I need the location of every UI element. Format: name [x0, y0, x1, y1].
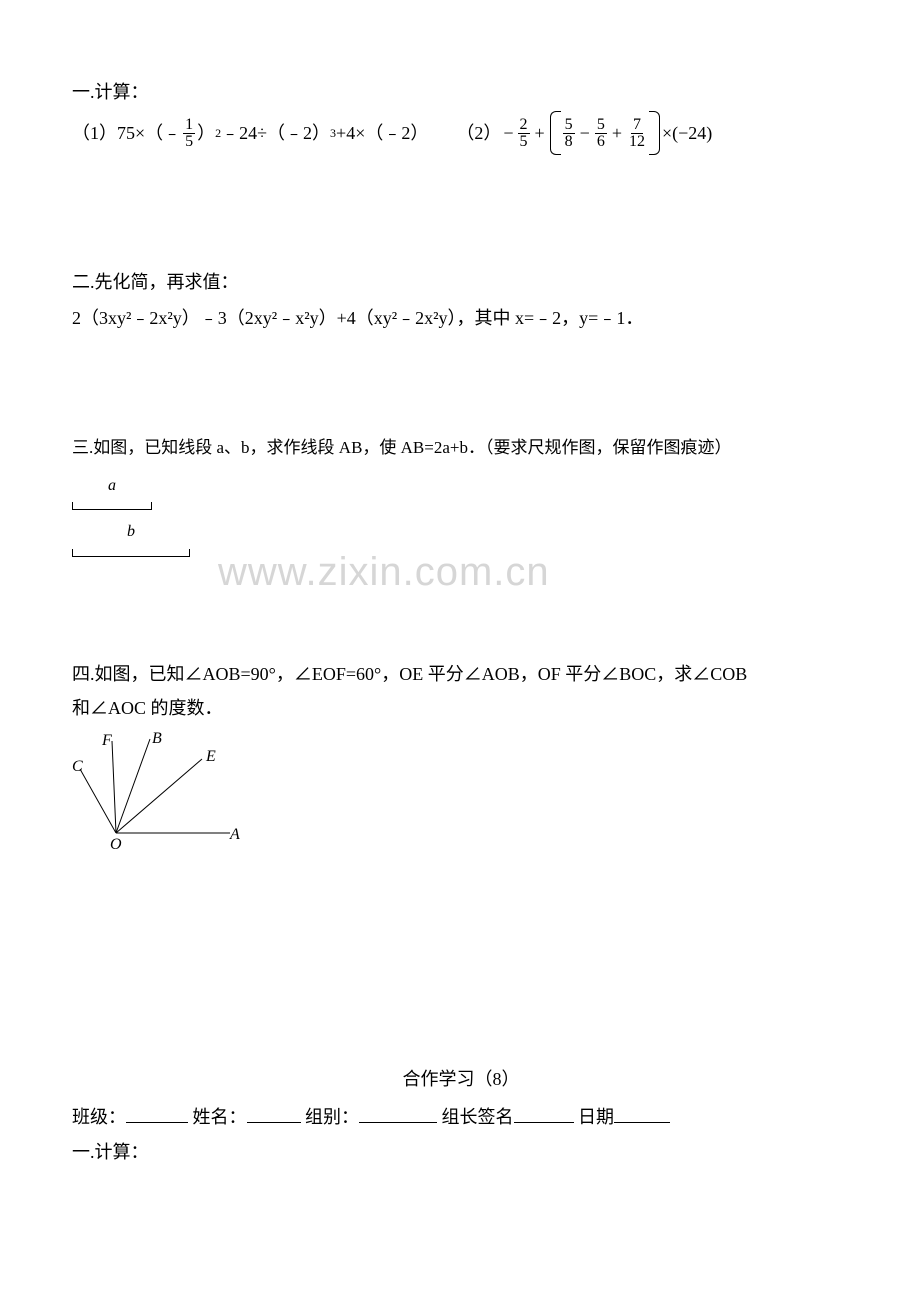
- group-field[interactable]: [359, 1104, 437, 1123]
- section1-problems: （1） 75×（﹣ 1 5 ） 2 ﹣24÷（﹣2） 3 +4×（﹣2） （2）…: [72, 111, 850, 155]
- label-C: C: [72, 758, 83, 775]
- date-field[interactable]: [614, 1104, 670, 1123]
- leader-label: 组长签名: [442, 1107, 514, 1127]
- segment-diagram: a b: [72, 472, 850, 557]
- frac-num: 5: [595, 117, 607, 134]
- p1-b: ）: [197, 116, 215, 150]
- label-A: A: [229, 826, 240, 843]
- label-E: E: [205, 748, 216, 765]
- frac-num: 1: [183, 117, 195, 134]
- label-B: B: [152, 731, 162, 747]
- p1-frac-1-5: 1 5: [183, 117, 195, 150]
- left-paren-icon: [550, 111, 561, 155]
- p1-label: （1）: [72, 116, 117, 150]
- footer-fields-row: 班级： 姓名： 组别： 组长签名 日期: [72, 1100, 850, 1134]
- leader-field[interactable]: [514, 1104, 574, 1123]
- section2-expression: 2（3xy²﹣2x²y）﹣3（2xy²﹣x²y）+4（xy²﹣2x²y），其中 …: [72, 301, 850, 335]
- frac-den: 5: [518, 134, 530, 150]
- p2-plus: +: [535, 116, 545, 150]
- frac-num: 7: [631, 117, 643, 134]
- segment-a: a: [72, 472, 850, 510]
- footer-title: 合作学习（8）: [72, 1062, 850, 1096]
- class-label: 班级：: [72, 1107, 126, 1127]
- segment-b-label: b: [72, 517, 190, 547]
- angle-diagram: O A E B F C: [72, 731, 850, 862]
- p2-minus: −: [503, 116, 513, 150]
- group-label: 组别：: [305, 1107, 359, 1127]
- frac-num: 5: [563, 117, 575, 134]
- p1-c: ﹣24÷（﹣2）: [221, 116, 330, 150]
- frac-num: 2: [518, 117, 530, 134]
- frac-den: 6: [595, 134, 607, 150]
- section2-heading: 二.先化简，再求值：: [72, 265, 850, 299]
- right-paren-icon: [649, 111, 660, 155]
- frac-den: 8: [563, 134, 575, 150]
- p2-frac-5-8: 5 8: [563, 117, 575, 150]
- p1-d: +4×（﹣2）: [336, 116, 428, 150]
- section4-line2: 和∠AOC 的度数．: [72, 691, 850, 725]
- p2-label: （2）: [456, 116, 501, 150]
- footer-calc-heading: 一.计算：: [72, 1135, 850, 1169]
- label-F: F: [101, 732, 112, 749]
- p2-frac-5-6: 5 6: [595, 117, 607, 150]
- frac-den: 5: [183, 134, 195, 150]
- segment-a-label: a: [72, 471, 152, 501]
- date-label: 日期: [578, 1107, 614, 1127]
- name-label: 姓名：: [193, 1107, 247, 1127]
- class-field[interactable]: [126, 1104, 188, 1123]
- p2-minus2: −: [580, 116, 590, 150]
- p1-a: 75×（﹣: [117, 116, 181, 150]
- section1-heading: 一.计算：: [72, 75, 850, 109]
- frac-den: 12: [627, 134, 647, 150]
- p2-frac-7-12: 7 12: [627, 117, 647, 150]
- section3-text: 三.如图，已知线段 a、b，求作线段 AB，使 AB=2a+b．（要求尺规作图，…: [72, 432, 850, 464]
- label-O: O: [110, 836, 122, 851]
- name-field[interactable]: [247, 1104, 301, 1123]
- page-content: 一.计算： （1） 75×（﹣ 1 5 ） 2 ﹣24÷（﹣2） 3 +4×（﹣…: [0, 0, 920, 1209]
- p2-plus2: +: [612, 116, 622, 150]
- angle-svg-icon: O A E B F C: [72, 731, 240, 851]
- footer-section: 合作学习（8） 班级： 姓名： 组别： 组长签名 日期 一.计算：: [72, 1062, 850, 1169]
- section4-line1: 四.如图，已知∠AOB=90°，∠EOF=60°，OE 平分∠AOB，OF 平分…: [72, 657, 850, 691]
- p2-tail: ×(−24): [662, 116, 712, 150]
- p2-frac-2-5: 2 5: [518, 117, 530, 150]
- segment-b: b: [72, 518, 850, 556]
